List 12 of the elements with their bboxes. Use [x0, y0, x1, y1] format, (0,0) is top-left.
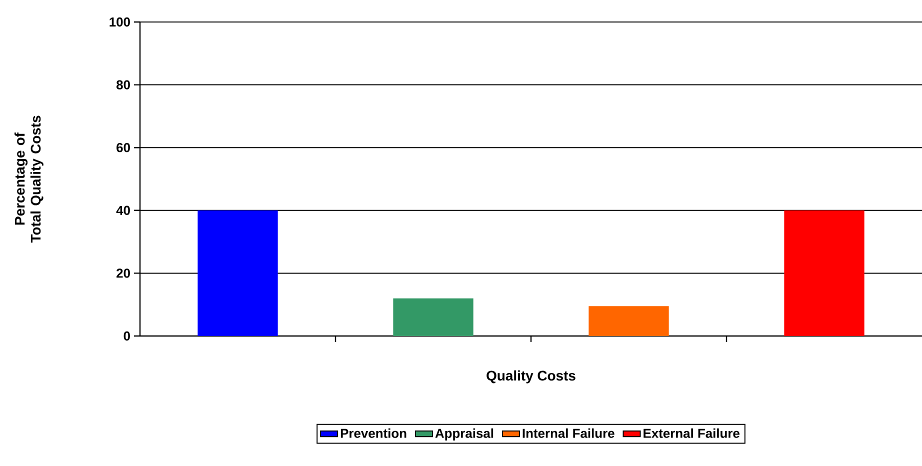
- y-axis-title: Percentage of Total Quality Costs: [14, 116, 44, 243]
- y-tick-label: 60: [116, 143, 130, 152]
- y-tick-label: 100: [110, 17, 130, 27]
- y-tick-label: 0: [124, 331, 130, 341]
- legend-label: Prevention: [340, 428, 406, 438]
- legend-label: External Failure: [644, 428, 740, 438]
- y-tick-label: 20: [116, 268, 130, 278]
- y-tick-label: 40: [116, 206, 130, 215]
- legend-label: Appraisal: [435, 428, 494, 440]
- y-tick-label: 80: [116, 80, 130, 90]
- legend-label: Internal Failure: [522, 428, 614, 438]
- x-axis-title: Quality Costs: [486, 370, 576, 384]
